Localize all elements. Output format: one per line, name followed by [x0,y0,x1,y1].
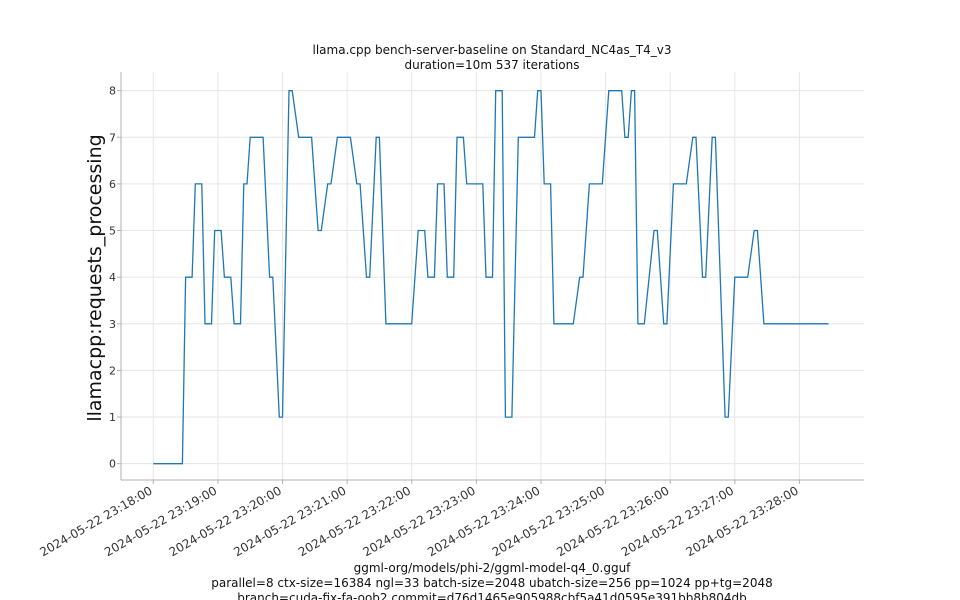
x-tick-label: 2024-05-22 23:28:00 [684,483,801,559]
y-tick-label: 8 [109,85,116,98]
axes [120,72,864,481]
series [153,90,829,465]
y-tick-label: 7 [109,131,116,144]
chart-title-line-2: duration=10m 537 iterations [405,58,580,72]
x-tick-label: 2024-05-22 23:22:00 [296,483,413,559]
x-axis-label-line-3: branch=cuda-fix-fa-oob2 commit=d76d1465e… [237,591,747,600]
x-tick-label: 2024-05-22 23:25:00 [490,483,607,559]
y-tick-label: 4 [109,271,116,284]
y-tick-label: 0 [109,458,116,471]
y-tick-label: 1 [109,411,116,424]
y-tick-label: 6 [109,178,116,191]
x-tick-label: 2024-05-22 23:19:00 [102,483,219,559]
x-tick-label: 2024-05-22 23:24:00 [425,483,542,559]
x-axis-label-line-1: ggml-org/models/phi-2/ggml-model-q4_0.gg… [354,561,632,575]
y-tick-label: 5 [109,225,116,238]
series-line [153,90,829,465]
x-tick-label: 2024-05-22 23:26:00 [554,483,671,559]
x-tick-label: 2024-05-22 23:20:00 [167,483,284,559]
x-axis-label-line-2: parallel=8 ctx-size=16384 ngl=33 batch-s… [211,576,772,590]
x-tick-label: 2024-05-22 23:18:00 [37,483,154,559]
chart-title-line-1: llama.cpp bench-server-baseline on Stand… [313,43,672,57]
x-tick-label: 2024-05-22 23:23:00 [360,483,477,559]
x-tick-label: 2024-05-22 23:27:00 [619,483,736,559]
y-axis-label: llamacpp:requests_processing [84,134,106,421]
y-tick-label: 3 [109,318,116,331]
y-tick-label: 2 [109,364,116,377]
y-ticks: 0 1 2 3 4 5 6 7 8 [109,85,121,471]
x-tick-label: 2024-05-22 23:21:00 [231,483,348,559]
